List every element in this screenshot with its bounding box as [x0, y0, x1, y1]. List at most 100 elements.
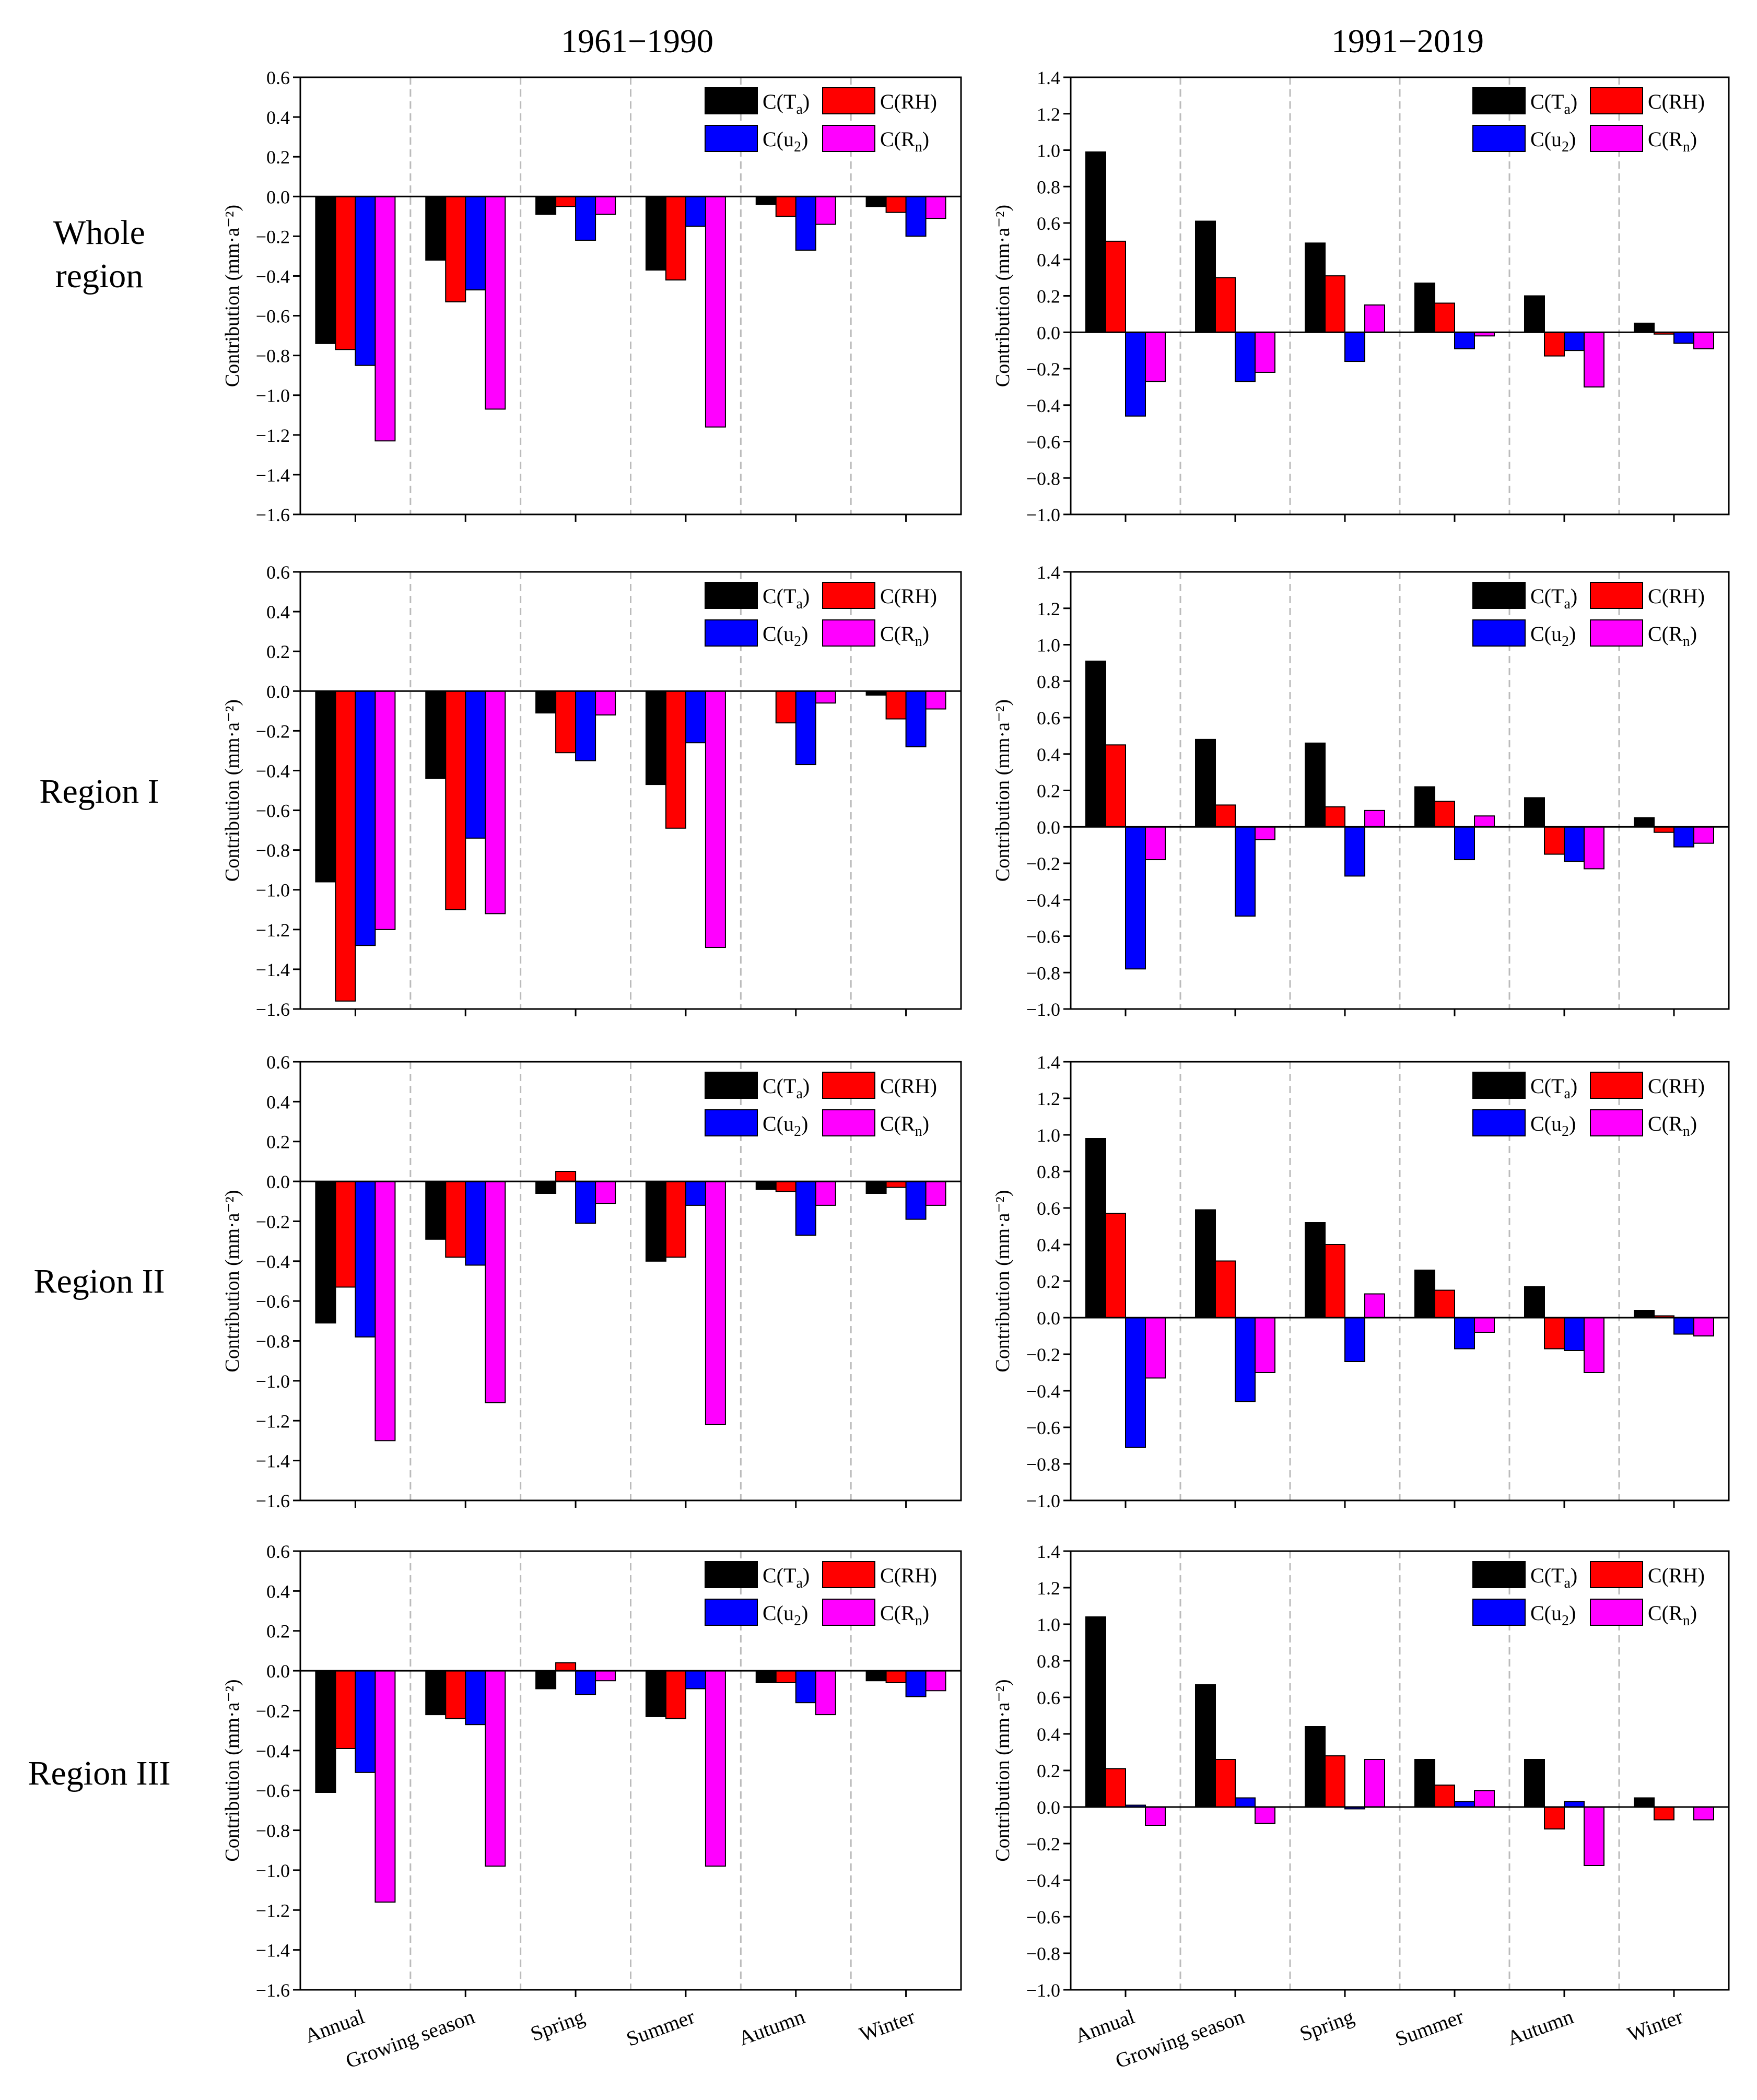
bar-u2-autumn [795, 690, 816, 766]
y-tick-label: −0.8 [1026, 1454, 1060, 1475]
bar-u2-annual [355, 690, 376, 946]
y-tick-label: 0.0 [1037, 817, 1060, 838]
bar-rh-winter [885, 196, 907, 213]
bar-u2-spring [1344, 826, 1365, 877]
plot-frame [299, 76, 962, 515]
bar-u2-annual [1125, 826, 1146, 970]
legend-swatch-u2 [1472, 1599, 1526, 1626]
bar-ta-annual [315, 196, 336, 344]
bar-rh-summer [1434, 801, 1455, 828]
legend-swatch-rn [822, 125, 875, 152]
bar-rn-growing-season [485, 196, 506, 410]
bar-u2-summer [685, 196, 706, 227]
bar-ta-annual [1085, 1138, 1106, 1318]
bar-rh-annual [335, 196, 356, 350]
bar-ta-annual [315, 1181, 336, 1324]
bar-ta-spring [1305, 1726, 1326, 1808]
y-tick-label: 0.0 [1037, 1797, 1060, 1818]
bar-u2-growing-season [465, 690, 486, 839]
bar-rh-summer [1434, 302, 1455, 333]
bar-rh-growing-season [1215, 1260, 1236, 1318]
legend-label: C(u2) [1530, 1112, 1576, 1140]
y-tick-label: 0.2 [1037, 781, 1060, 802]
y-tick-label: −0.8 [256, 1821, 290, 1841]
y-tick-label: 0.8 [1037, 1651, 1060, 1672]
y-tick-label: −0.8 [1026, 468, 1060, 489]
bar-rh-autumn [1544, 826, 1565, 855]
legend-label: C(u2) [763, 1112, 808, 1140]
bar-rn-annual [374, 1181, 396, 1441]
bar-u2-growing-season [1235, 1317, 1256, 1402]
y-tick-label: 1.4 [1037, 67, 1060, 88]
bar-rh-growing-season [445, 1181, 466, 1258]
row-label-line2: region [55, 256, 144, 295]
bar-ta-growing-season [1195, 220, 1216, 333]
bar-ta-spring [535, 690, 557, 714]
bar-rh-spring [1325, 806, 1345, 828]
bar-rh-annual [1105, 240, 1126, 333]
bar-u2-annual [1125, 1317, 1146, 1448]
row-label-line1: Whole [53, 214, 145, 252]
bar-ta-winter [1634, 322, 1655, 333]
y-tick-label: 0.0 [1037, 322, 1060, 343]
y-tick-label: 1.0 [1037, 1125, 1060, 1146]
bar-u2-growing-season [465, 1670, 486, 1726]
legend: C(Ta) C(RH) C(u2) C(Rn) [1472, 582, 1705, 650]
y-tick-label: 0.2 [266, 147, 290, 168]
bar-ta-spring [1305, 1222, 1326, 1318]
bar-rh-annual [1105, 1768, 1126, 1808]
y-tick-label: −1.4 [256, 465, 290, 486]
y-axis-label: Contribution (mm·a⁻²) [221, 699, 243, 882]
legend: C(Ta) C(RH) C(u2) C(Rn) [705, 1561, 937, 1629]
bar-rn-autumn [1584, 332, 1604, 388]
y-tick-label: 0.6 [266, 562, 290, 583]
y-tick-label: −0.8 [1026, 963, 1060, 983]
legend-swatch-ta [1472, 1072, 1526, 1099]
legend-swatch-rn [1590, 1599, 1643, 1626]
y-tick-label: 0.2 [1037, 286, 1060, 307]
legend: C(Ta) C(RH) C(u2) C(Rn) [705, 1072, 937, 1140]
y-tick-label: −0.4 [1026, 1870, 1060, 1891]
y-tick-label: −0.8 [256, 346, 290, 367]
bar-rh-autumn [775, 196, 796, 217]
bar-u2-annual [355, 1181, 376, 1338]
bar-u2-winter [1673, 826, 1694, 848]
y-tick-label: −0.2 [256, 226, 290, 247]
chart-panel-r1-1961-1990: 0.6 0.4 0.2 0.0 −0.2 −0.4 −0.6 −0.8 −1.0 −1.2 −1.4… [221, 562, 962, 1020]
y-tick-label: 0.4 [1037, 1235, 1060, 1256]
bar-u2-summer [685, 1670, 706, 1690]
y-tick-label: −0.8 [256, 1331, 290, 1352]
bar-rh-winter [885, 690, 907, 720]
bar-rn-growing-season [1255, 1806, 1275, 1824]
y-axis-label: Contribution (mm·a⁻²) [992, 1190, 1014, 1372]
y-tick-label: −1.6 [256, 1491, 290, 1511]
bar-ta-summer [645, 196, 666, 271]
bar-ta-spring [1305, 242, 1326, 333]
y-tick-label: 0.6 [1037, 708, 1060, 729]
y-tick-label: 0.0 [266, 1661, 290, 1682]
bar-ta-winter [865, 1181, 887, 1194]
y-tick-label: −1.2 [256, 1411, 290, 1432]
bar-ta-summer [645, 690, 666, 785]
y-tick-label: 0.6 [1037, 1198, 1060, 1219]
bar-rn-spring [1364, 1759, 1385, 1808]
y-tick-label: 0.2 [1037, 1761, 1060, 1781]
bar-u2-winter [905, 196, 927, 237]
bar-u2-summer [1454, 826, 1475, 861]
bar-u2-annual [1125, 332, 1146, 417]
legend-label: C(RH) [880, 584, 937, 608]
legend-label: C(RH) [1648, 1074, 1705, 1098]
bar-ta-summer [1414, 786, 1435, 828]
x-tick-label-annual: Annual [301, 2004, 367, 2048]
legend-swatch-rh [822, 1561, 875, 1588]
legend: C(Ta) C(RH) C(u2) C(Rn) [1472, 1072, 1705, 1140]
bar-rn-winter [1693, 1317, 1714, 1336]
legend-label: C(Rn) [880, 1601, 929, 1629]
bar-rn-annual [1145, 826, 1166, 861]
bar-ta-annual [315, 1670, 336, 1793]
y-axis-label: Contribution (mm·a⁻²) [221, 1679, 243, 1861]
bar-ta-summer [1414, 283, 1435, 333]
bar-ta-winter [1634, 1310, 1655, 1318]
bar-ta-autumn [1524, 797, 1545, 828]
bar-rh-spring [1325, 275, 1345, 333]
